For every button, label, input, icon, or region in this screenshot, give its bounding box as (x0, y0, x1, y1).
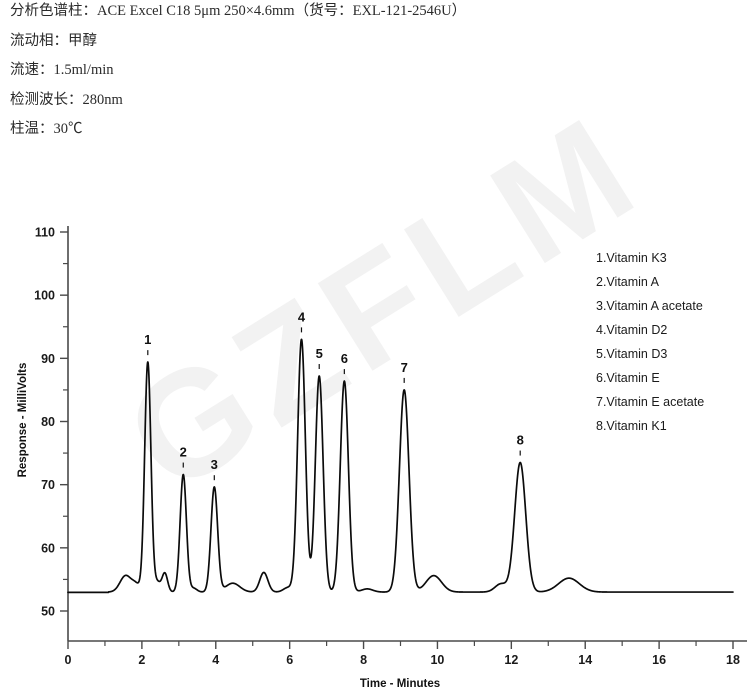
svg-text:70: 70 (41, 478, 55, 492)
svg-text:8: 8 (517, 433, 524, 448)
svg-text:10: 10 (430, 653, 444, 667)
condition-wavelength: 检测波长：280nm (10, 91, 123, 108)
peak-legend: 1.Vitamin K3 2.Vitamin A 3.Vitamin A ace… (596, 252, 704, 444)
svg-text:60: 60 (41, 541, 55, 555)
svg-text:2: 2 (180, 445, 187, 460)
peak-label-4: 4 (298, 309, 306, 333)
condition-temperature: 柱温：30℃ (10, 121, 83, 137)
svg-text:18: 18 (726, 653, 740, 667)
peak-label-5: 5 (316, 346, 323, 370)
svg-text:6: 6 (286, 653, 293, 667)
svg-text:14: 14 (578, 653, 592, 667)
legend-item-8: 8.Vitamin K1 (596, 419, 667, 433)
peak-label-6: 6 (341, 351, 348, 375)
peak-labels: 1 2 3 4 5 6 7 8 (144, 309, 524, 481)
y-axis-ticks (60, 231, 68, 612)
x-axis-ticks (67, 641, 734, 649)
peak-label-8: 8 (517, 433, 524, 456)
legend-item-6: 6.Vitamin E (596, 371, 660, 385)
svg-text:110: 110 (35, 226, 55, 240)
svg-text:100: 100 (34, 289, 55, 303)
legend-item-1: 1.Vitamin K3 (596, 251, 667, 265)
legend-item-7: 7.Vitamin E acetate (596, 395, 705, 409)
y-axis-tick-labels: 50 60 70 80 90 100 110 (34, 226, 55, 619)
peak-label-2: 2 (180, 445, 187, 468)
peak-label-3: 3 (211, 457, 218, 481)
x-axis-title: Time - Minutes (360, 678, 440, 690)
legend-item-4: 4.Vitamin D2 (596, 323, 668, 337)
svg-text:6: 6 (341, 351, 348, 366)
svg-text:80: 80 (41, 415, 55, 429)
svg-text:5: 5 (316, 346, 323, 361)
condition-mobile-phase: 流动相：甲醇 (10, 32, 97, 49)
legend-item-5: 5.Vitamin D3 (596, 347, 668, 361)
x-axis-tick-labels: 0 2 4 6 8 10 12 14 16 18 (65, 653, 740, 667)
legend-item-3: 3.Vitamin A acetate (596, 299, 703, 313)
svg-text:4: 4 (212, 653, 219, 667)
peak-label-1: 1 (144, 332, 151, 356)
svg-text:7: 7 (401, 360, 408, 375)
svg-text:50: 50 (41, 605, 55, 619)
legend-item-2: 2.Vitamin A (596, 275, 660, 289)
svg-text:90: 90 (41, 352, 55, 366)
svg-text:8: 8 (360, 653, 367, 667)
svg-text:16: 16 (652, 653, 666, 667)
svg-text:4: 4 (298, 309, 306, 324)
signal-trace (67, 338, 734, 594)
svg-text:3: 3 (211, 457, 218, 472)
svg-text:1: 1 (144, 332, 151, 347)
svg-text:2: 2 (138, 653, 145, 667)
method-conditions: 分析色谱柱：ACE Excel C18 5μm 250×4.6mm（货号：EXL… (10, 4, 710, 152)
condition-column: 分析色谱柱：ACE Excel C18 5μm 250×4.6mm（货号：EXL… (10, 3, 467, 19)
svg-text:12: 12 (504, 653, 518, 667)
svg-text:0: 0 (65, 653, 72, 667)
condition-flow-rate: 流速：1.5ml/min (10, 62, 114, 78)
peak-label-7: 7 (401, 360, 408, 383)
y-axis-title: Response - MilliVolts (17, 363, 29, 478)
